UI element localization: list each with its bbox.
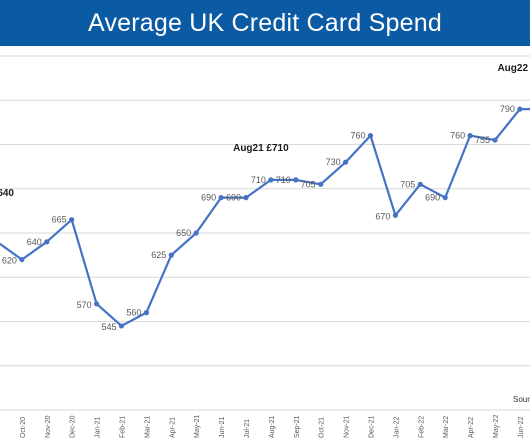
data-label: 705 [400,179,415,189]
data-label: 665 [52,215,67,225]
source-note: Sour [513,395,530,404]
x-tick-label: Nov-20 [45,415,52,438]
data-label: 690 [226,193,241,203]
data-label: 560 [126,308,141,318]
data-point [69,217,75,223]
data-point [492,137,498,143]
chart-header: Average UK Credit Card Spend [0,0,530,46]
data-point [367,133,374,139]
annotation-label: 640 [0,188,14,199]
data-point [268,177,274,183]
data-point [193,230,199,236]
x-tick-label: Dec-20 [70,415,77,438]
chart-title: Average UK Credit Card Spend [88,8,442,37]
data-point [118,323,125,329]
data-label: 790 [500,104,515,114]
data-label: 640 [27,237,42,247]
data-point [168,252,174,258]
data-point [44,239,50,245]
x-tick-label: Dec-21 [369,415,376,438]
x-tick-label: Nov-21 [344,415,351,438]
x-tick-label: Feb-22 [418,416,425,438]
data-label: 650 [176,228,191,238]
data-point [517,106,523,112]
data-label: 690 [425,193,440,203]
data-point [417,181,423,187]
x-tick-label: Jun-21 [219,416,226,438]
data-point [392,212,398,218]
x-tick-label: Mar-21 [144,416,151,438]
x-tick-label: Apr-21 [169,417,176,438]
data-label: 710 [276,175,291,185]
data-point [218,195,224,201]
data-label: 670 [375,211,390,221]
x-axis-tick-labels: Oct-20 Nov-20 Dec-20 Jan-21 Feb-21 Mar-21 Apr-… [20,415,525,438]
data-points: 620 640 665 570 545 560 625 650 690 690 710 710 705 7… [2,104,530,332]
series-line [0,108,530,327]
data-point [293,177,299,183]
data-point [243,195,249,201]
line-chart: 620 640 665 570 545 560 625 650 690 690 710 710 705 7… [0,55,530,438]
data-point [143,310,149,316]
annotation-label: Aug21 £710 [233,143,289,154]
data-point [94,301,100,307]
data-label: 690 [201,193,216,203]
data-point [19,256,25,263]
x-tick-label: Sep-21 [294,415,301,438]
data-label: 755 [475,135,490,145]
data-point [467,133,473,139]
x-tick-label: May-21 [194,415,201,438]
data-label: 625 [151,250,166,260]
x-tick-label: Mar-22 [443,416,450,438]
chart-callouts: 640 Aug21 £710 Aug22 [0,63,528,199]
x-tick-label: Jan-21 [95,416,102,438]
x-tick-label: Oct-21 [319,417,326,438]
x-tick-label: May-22 [493,415,500,438]
data-label: 545 [101,322,116,332]
data-point [442,195,448,201]
data-label: 705 [301,179,316,189]
chart-gridlines [0,55,530,411]
x-tick-label: Apr-22 [468,417,475,438]
data-label: 760 [350,131,365,141]
data-label: 620 [2,256,17,266]
data-point [343,159,349,165]
x-tick-label: Aug-21 [269,415,276,438]
data-label: 570 [77,300,92,310]
annotation-label: Aug22 [497,63,528,74]
data-label: 760 [450,131,465,141]
data-label: 710 [251,175,266,185]
x-tick-label: Feb-21 [120,416,127,438]
data-point [318,181,324,187]
x-tick-label: Jul-21 [244,419,251,438]
x-tick-label: Oct-20 [20,417,27,438]
data-label: 730 [326,157,341,167]
x-tick-label: Jun-22 [518,416,525,438]
x-tick-label: Jan-22 [393,416,400,438]
